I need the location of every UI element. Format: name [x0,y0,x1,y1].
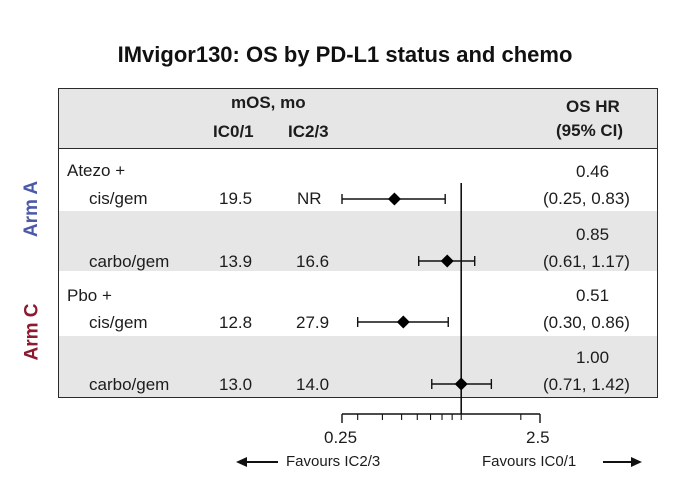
row-ic23-value: 14.0 [296,375,330,394]
row-ic01-value: 12.8 [219,313,253,332]
favours-left-label: Favours IC2/3 [286,453,381,470]
row-ci-value: (0.71, 1.42) [543,375,630,394]
row-hr-value: 0.85 [576,225,610,244]
ic01-header: IC0/1 [213,122,254,141]
row-hr-value: 0.51 [576,286,610,305]
row-ci-value: (0.61, 1.17) [543,252,630,271]
mos-header: mOS, mo [231,93,306,112]
chart-title: IMvigor130: OS by PD-L1 status and chemo [117,42,573,67]
header-divider [58,148,658,149]
hr-point-diamond [387,192,401,206]
hr-point-diamond [396,315,410,329]
favours-right-arrowhead [631,457,642,467]
x-tick-label-low: 0.25 [324,428,358,447]
row-ic23-value: NR [297,189,322,208]
x-tick-label-high: 2.5 [526,428,550,447]
row-ci-value: (0.30, 0.86) [543,313,630,332]
hr-point-diamond [440,254,454,268]
favours-right-label: Favours IC0/1 [482,453,577,470]
row-ic01-value: 19.5 [219,189,253,208]
row-ic23-value: 16.6 [296,252,330,271]
table-frame [58,88,658,398]
row-ic01-value: 13.9 [219,252,253,271]
header-band [59,89,657,148]
row-band-arm-c-carbo [59,336,657,397]
row-label: carbo/gem [89,375,170,394]
row-hr-value: 1.00 [576,348,610,367]
row-label: cis/gem [89,313,148,332]
hr-header: OS HR [566,97,620,116]
ci-header: (95% CI) [556,121,624,140]
group-label-pbo: Pbo + [67,286,112,305]
row-ic23-value: 27.9 [296,313,330,332]
row-ic01-value: 13.0 [219,375,253,394]
ic23-header: IC2/3 [288,122,329,141]
row-label: carbo/gem [89,252,170,271]
row-label: cis/gem [89,189,148,208]
group-label-atezo: Atezo + [67,161,126,180]
favours-left-arrowhead [236,457,247,467]
row-ci-value: (0.25, 0.83) [543,189,630,208]
row-hr-value: 0.46 [576,162,610,181]
row-band-arm-a-carbo [59,211,657,271]
hr-point-diamond [454,377,468,391]
